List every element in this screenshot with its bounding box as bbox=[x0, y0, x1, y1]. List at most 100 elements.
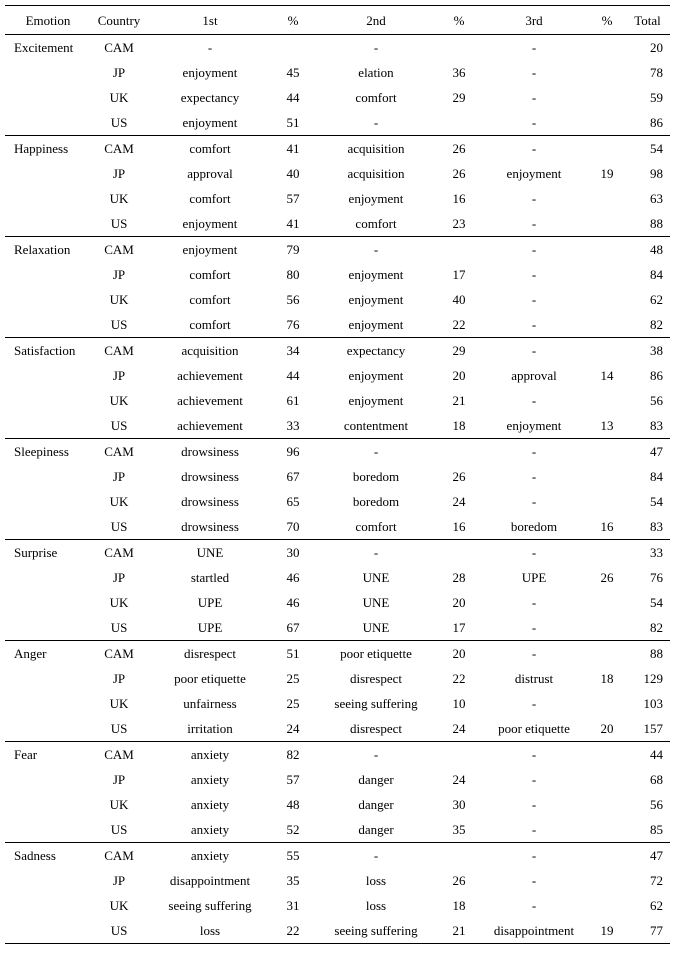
total-cell: 84 bbox=[650, 469, 663, 484]
third-pct-cell: 19 bbox=[600, 923, 614, 938]
first-word-cell: disrespect bbox=[184, 646, 236, 661]
second-word-cell: comfort bbox=[355, 216, 397, 231]
total-cell: 76 bbox=[650, 570, 663, 585]
third-pct-cell bbox=[589, 85, 625, 110]
emotion-cell bbox=[5, 60, 91, 85]
total-cell: 82 bbox=[650, 317, 663, 332]
third-word-cell: UPE bbox=[521, 570, 547, 585]
first-pct-cell: 40 bbox=[286, 166, 300, 181]
header-second: 2nd bbox=[366, 12, 386, 28]
header-second-pct: % bbox=[453, 12, 465, 28]
first-word-cell: anxiety bbox=[190, 747, 230, 762]
table-row: Fear CAM anxiety 82 - - 44 bbox=[5, 742, 670, 768]
emotion-cell bbox=[5, 817, 91, 843]
emotion-group: Anger CAM disrespect 51 poor etiquette 20 - 88 J… bbox=[5, 640, 670, 742]
third-pct-cell bbox=[589, 817, 625, 843]
second-word-cell: - bbox=[373, 242, 379, 257]
country-cell: UK bbox=[109, 898, 129, 913]
second-pct-cell: 17 bbox=[452, 267, 466, 282]
total-cell: 54 bbox=[650, 595, 663, 610]
total-cell: 86 bbox=[650, 368, 663, 383]
header-third: 3rd bbox=[525, 12, 543, 28]
country-cell: CAM bbox=[104, 40, 134, 55]
first-word-cell: irritation bbox=[187, 721, 233, 736]
third-word-cell: - bbox=[531, 115, 537, 130]
table-row: US drowsiness 70 comfort 16 boredom 16 83 bbox=[5, 514, 670, 540]
emotion-cell bbox=[5, 161, 91, 186]
first-word-cell: drowsiness bbox=[181, 519, 239, 534]
first-word-cell: enjoyment bbox=[182, 242, 238, 257]
country-cell: JP bbox=[112, 570, 126, 585]
third-pct-cell bbox=[589, 691, 625, 716]
emotion-group: Sleepiness CAM drowsiness 96 - - 47 JP drowsines… bbox=[5, 438, 670, 540]
first-pct-cell: 30 bbox=[286, 545, 300, 560]
emotion-cell bbox=[5, 666, 91, 691]
emotion-group: Happiness CAM comfort 41 acquisition 26 - 54 JP a… bbox=[5, 135, 670, 237]
first-word-cell: approval bbox=[187, 166, 233, 181]
table-row: Happiness CAM comfort 41 acquisition 26 - 54 bbox=[5, 136, 670, 162]
first-pct-cell: 70 bbox=[286, 519, 300, 534]
table-row: US anxiety 52 danger 35 - 85 bbox=[5, 817, 670, 843]
emotion-cell bbox=[5, 767, 91, 792]
country-cell: CAM bbox=[104, 545, 134, 560]
second-pct-cell: 22 bbox=[452, 317, 466, 332]
second-pct-cell: 16 bbox=[452, 191, 466, 206]
third-pct-cell bbox=[589, 742, 625, 768]
first-pct-cell: 45 bbox=[286, 65, 300, 80]
emotion-cell bbox=[5, 691, 91, 716]
first-word-cell: comfort bbox=[189, 292, 231, 307]
second-pct-cell: 26 bbox=[452, 166, 466, 181]
first-word-cell: unfairness bbox=[183, 696, 237, 711]
total-cell: 83 bbox=[650, 418, 663, 433]
first-pct-cell: 46 bbox=[286, 595, 300, 610]
second-word-cell: enjoyment bbox=[348, 368, 404, 383]
emotion-cell: Sleepiness bbox=[14, 444, 69, 459]
second-pct-cell bbox=[439, 843, 479, 869]
emotion-cell bbox=[5, 590, 91, 615]
table-row: JP enjoyment 45 elation 36 - 78 bbox=[5, 60, 670, 85]
third-pct-cell bbox=[589, 868, 625, 893]
second-pct-cell: 29 bbox=[452, 343, 466, 358]
first-word-cell: acquisition bbox=[181, 343, 239, 358]
table-row: US comfort 76 enjoyment 22 - 82 bbox=[5, 312, 670, 338]
total-cell: 62 bbox=[650, 292, 663, 307]
first-pct-cell bbox=[273, 35, 313, 61]
table-row: US achievement 33 contentment 18 enjoyment 13 8… bbox=[5, 413, 670, 439]
second-pct-cell bbox=[439, 439, 479, 465]
first-word-cell: enjoyment bbox=[182, 115, 238, 130]
second-word-cell: comfort bbox=[355, 90, 397, 105]
header-row: Emotion Country 1st % 2nd % 3rd % Total bbox=[5, 6, 670, 35]
header-emotion: Emotion bbox=[25, 12, 71, 28]
first-word-cell: comfort bbox=[189, 191, 231, 206]
second-word-cell: danger bbox=[358, 797, 394, 812]
first-pct-cell: 48 bbox=[286, 797, 300, 812]
country-cell: CAM bbox=[104, 444, 134, 459]
table-row: UK comfort 57 enjoyment 16 - 63 bbox=[5, 186, 670, 211]
table-row: UK expectancy 44 comfort 29 - 59 bbox=[5, 85, 670, 110]
first-word-cell: UPE bbox=[197, 620, 223, 635]
first-word-cell: startled bbox=[190, 570, 230, 585]
emotion-cell bbox=[5, 489, 91, 514]
second-pct-cell: 23 bbox=[452, 216, 466, 231]
second-pct-cell: 10 bbox=[452, 696, 466, 711]
second-word-cell: acquisition bbox=[347, 141, 405, 156]
country-cell: CAM bbox=[104, 343, 134, 358]
country-cell: US bbox=[110, 216, 128, 231]
country-cell: JP bbox=[112, 469, 126, 484]
emotion-cell bbox=[5, 792, 91, 817]
third-word-cell: - bbox=[531, 469, 537, 484]
second-word-cell: enjoyment bbox=[348, 317, 404, 332]
third-pct-cell: 18 bbox=[600, 671, 614, 686]
first-pct-cell: 34 bbox=[286, 343, 300, 358]
third-pct-cell bbox=[589, 211, 625, 237]
country-cell: JP bbox=[112, 368, 126, 383]
first-word-cell: UNE bbox=[196, 545, 224, 560]
table-row: US irritation 24 disrespect 24 poor etiquette… bbox=[5, 716, 670, 742]
third-pct-cell bbox=[589, 35, 625, 61]
second-word-cell: seeing suffering bbox=[334, 923, 418, 938]
country-cell: US bbox=[110, 115, 128, 130]
emotion-cell bbox=[5, 262, 91, 287]
second-pct-cell: 29 bbox=[452, 90, 466, 105]
emotion-cell bbox=[5, 312, 91, 338]
emotion-cell bbox=[5, 565, 91, 590]
